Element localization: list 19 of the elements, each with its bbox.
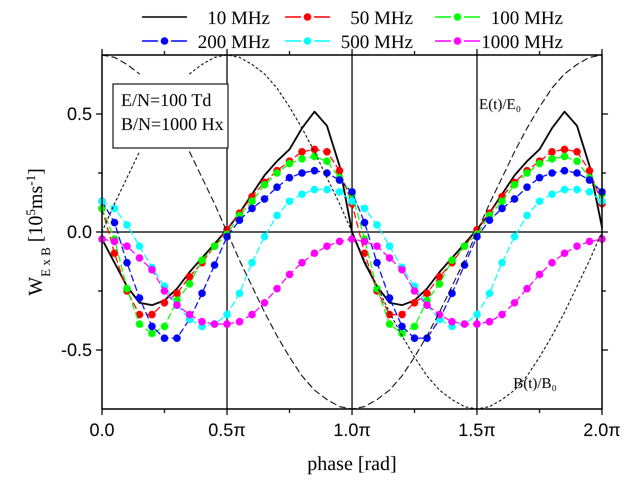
y-tick-label: 0.0 (66, 222, 92, 242)
x-axis-title: phase [rad] (307, 453, 397, 475)
annotation: E/N=100 Td (121, 90, 212, 110)
y-tick-label: -0.5 (60, 340, 92, 360)
annotation: B(t)/B₀ (513, 376, 557, 392)
annotation: E(t)/E₀ (479, 97, 521, 113)
x-tick-label: 1.0π (333, 420, 371, 440)
legend-label: 100 MHz (490, 8, 563, 29)
x-tick-label: 0.0 (89, 420, 115, 440)
x-tick-label: 2.0π (583, 420, 621, 440)
legend-label: 500 MHz (340, 32, 413, 53)
legend-label: 10 MHz (207, 8, 270, 29)
annotation: B/N=1000 Hx (121, 114, 224, 134)
x-tick-label: 1.5π (458, 420, 496, 440)
legend-label: 1000 MHz (481, 32, 563, 53)
x-tick-label: 0.5π (208, 420, 246, 440)
legend-label: 200 MHz (198, 32, 270, 53)
legend-label: 50 MHz (350, 8, 413, 29)
y-tick-label: 0.5 (66, 104, 92, 124)
